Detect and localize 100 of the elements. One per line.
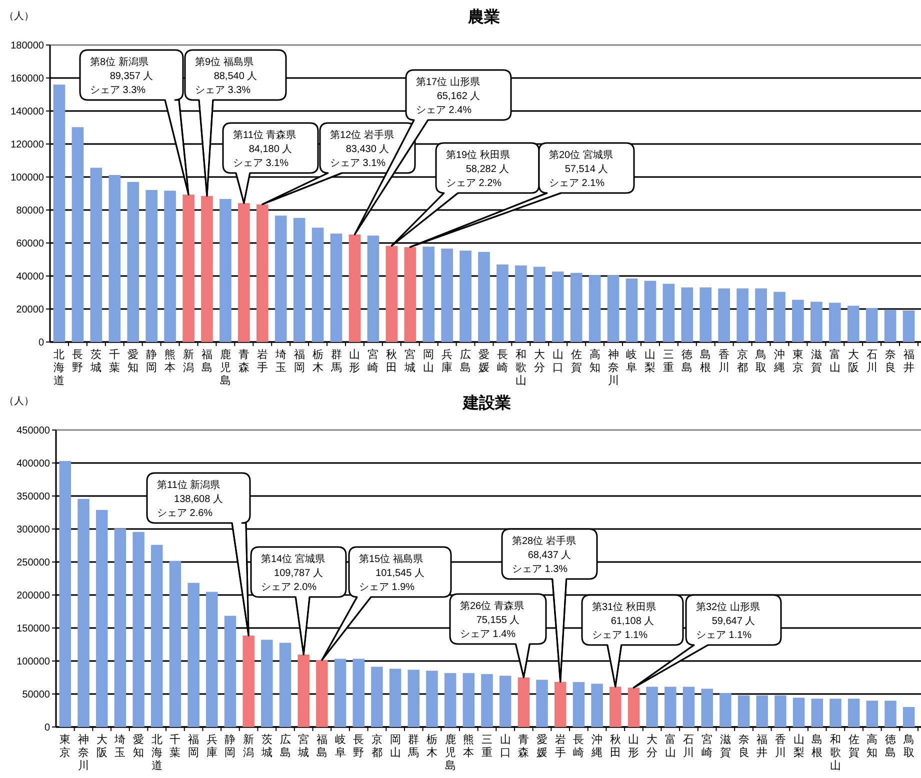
x-tick-label: 熊本	[164, 348, 176, 374]
x-tick-label: 長野	[72, 349, 84, 374]
annotation: 84,180 人	[248, 144, 292, 155]
bar	[352, 658, 364, 727]
x-tick-label: 栃木	[312, 349, 324, 374]
annotation: 138,608 人	[174, 494, 223, 505]
bar	[151, 544, 163, 727]
bar	[426, 670, 438, 727]
bar	[182, 194, 194, 342]
y-tick-label: 0	[44, 722, 50, 734]
bar	[884, 700, 896, 727]
x-tick-label: 高知	[866, 733, 878, 759]
bar	[53, 84, 66, 342]
x-tick-label: 福島	[201, 348, 212, 374]
x-tick-label: 兵庫	[206, 733, 218, 759]
bar	[146, 190, 158, 342]
x-tick-label: 愛媛	[478, 348, 490, 374]
x-tick-label: 愛媛	[536, 733, 548, 759]
bar	[59, 461, 72, 727]
x-tick-label: 富山	[664, 733, 676, 759]
bar	[554, 682, 566, 727]
bar	[701, 688, 713, 727]
bar	[830, 698, 842, 727]
annotation: 75,155 人	[476, 615, 520, 626]
annotation: 第31位 秋田県	[592, 601, 656, 613]
x-tick-label: 秋田	[610, 734, 621, 759]
x-tick-label: 山梨	[644, 348, 656, 374]
bar	[441, 248, 453, 342]
bar	[866, 700, 878, 727]
x-tick-label: 三重	[663, 349, 674, 374]
bar	[533, 266, 546, 342]
bar	[536, 680, 548, 727]
bar	[206, 592, 218, 727]
x-tick-label: 福井	[903, 348, 914, 374]
x-tick-label: 静岡	[146, 349, 158, 374]
x-tick-label: 山形	[628, 733, 640, 759]
x-tick-label: 佐賀	[570, 349, 582, 374]
y-tick-label: 120000	[10, 140, 44, 150]
bar	[681, 287, 694, 342]
y-tick-label: 400000	[16, 458, 50, 470]
y-axis-title: （人）	[4, 396, 34, 407]
bar	[756, 695, 768, 727]
bar	[591, 684, 603, 727]
x-tick-label: 佐賀	[848, 734, 860, 759]
x-tick-label: 京都	[737, 348, 748, 374]
bar	[828, 302, 841, 342]
x-tick-label: 鹿児島	[220, 348, 231, 387]
bar	[462, 673, 475, 727]
x-tick-label: 和歌山	[515, 348, 526, 387]
bar	[389, 668, 402, 727]
x-tick-label: 宮崎	[368, 348, 379, 374]
x-tick-label: 青森	[238, 348, 250, 374]
bar	[90, 168, 102, 342]
annotation: 第17位 山形県	[416, 76, 480, 88]
y-tick-label: 450000	[16, 426, 50, 436]
bar	[496, 264, 508, 342]
bar	[662, 284, 675, 342]
x-tick-label: 富山	[829, 348, 840, 374]
bar	[201, 196, 213, 342]
x-tick-label: 滋賀	[720, 734, 731, 759]
x-tick-label: 兵庫	[442, 348, 453, 374]
y-tick-label: 300000	[16, 524, 50, 536]
y-tick-label: 150000	[16, 624, 50, 634]
bar	[610, 686, 622, 727]
bar	[570, 272, 582, 342]
x-tick-label: 宮城	[404, 348, 416, 374]
annotation: 101,545 人	[376, 568, 424, 579]
annotation: シェア 3.1%	[330, 158, 386, 169]
x-tick-label: 岐阜	[334, 733, 346, 759]
annotation: シェア 1.1%	[696, 630, 752, 641]
bar	[792, 300, 804, 342]
x-tick-label: 群馬	[407, 734, 420, 759]
x-tick-label: 岩手	[554, 733, 566, 759]
annotation: シェア 2.0%	[261, 582, 317, 593]
annotation: シェア 1.9%	[359, 582, 415, 593]
bar	[261, 640, 273, 727]
bar	[774, 695, 786, 727]
bar	[164, 190, 176, 342]
bar	[700, 287, 712, 342]
x-tick-label: 長崎	[573, 734, 584, 759]
annotation: 第15位 福島県	[359, 553, 423, 565]
bar	[96, 510, 108, 727]
bar	[72, 127, 84, 342]
bar	[460, 250, 472, 342]
annotation: 第11位 新潟県	[157, 479, 220, 491]
bar	[330, 234, 342, 342]
bar	[188, 582, 200, 727]
bar	[682, 686, 695, 727]
annotation: 57,514 人	[564, 164, 608, 175]
x-tick-label: 愛知	[128, 348, 139, 374]
bar	[902, 310, 915, 342]
bar	[481, 674, 493, 727]
x-tick-label: 福岡	[188, 733, 200, 759]
bar	[518, 677, 530, 727]
y-tick-label: 100000	[10, 172, 44, 184]
annotation: 61,108 人	[610, 616, 654, 627]
x-tick-label: 島根	[812, 733, 823, 759]
x-tick-label: 茨城	[260, 733, 272, 759]
x-tick-label: 大阪	[96, 733, 108, 759]
annotation: 59,647 人	[712, 616, 756, 627]
